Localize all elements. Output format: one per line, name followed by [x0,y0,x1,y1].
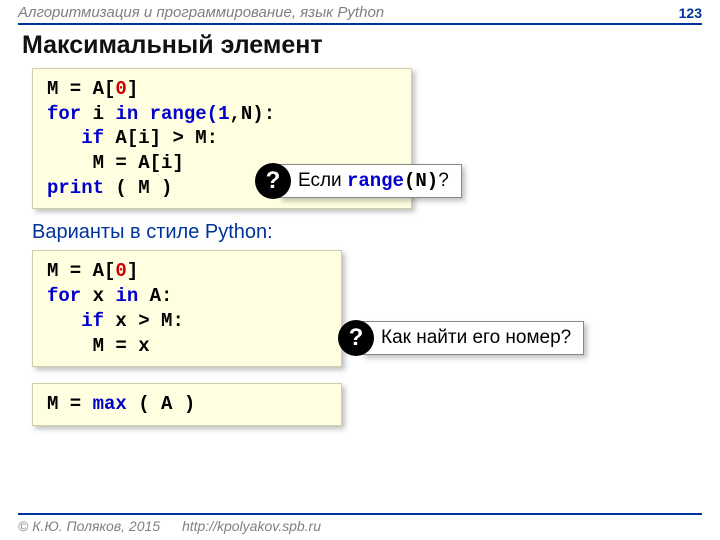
code-text: max [93,393,127,415]
code-line: for i in range(1,N): [47,102,397,127]
code-text: M = [47,393,93,415]
footer-text: © К.Ю. Поляков, 2015 http://kpolyakov.sp… [0,515,720,540]
code-text: ( A ) [127,393,195,415]
code-line: M = A[0] [47,77,397,102]
copyright: © К.Ю. Поляков, 2015 [18,518,160,534]
question-icon: ? [255,163,291,199]
slide-footer: © К.Ю. Поляков, 2015 http://kpolyakov.sp… [0,513,720,540]
callout-1: ? Если range(N)? [255,163,462,199]
code-line: M = A[0] [47,259,327,284]
course-title: Алгоритмизация и программирование, язык … [18,4,384,21]
question-icon: ? [338,320,374,356]
code-line: if x > M: [47,309,327,334]
slide-header: Алгоритмизация и программирование, язык … [0,0,720,23]
code-line: for x in A: [47,284,327,309]
callout-text: Если range(N)? [279,164,462,198]
subheading: Варианты в стиле Python: [0,209,720,244]
callout-text: Как найти его номер? [362,321,584,355]
slide-title: Максимальный элемент [0,29,720,68]
header-rule [18,23,702,25]
code-block-3: M = max ( A ) [32,383,342,426]
page-number: 123 [679,5,702,21]
callout-2: ? Как найти его номер? [338,320,584,356]
code-line: if A[i] > M: [47,126,397,151]
code-line: M = x [47,334,327,359]
footer-link[interactable]: http://kpolyakov.spb.ru [182,518,321,534]
code-block-2: M = A[0] for x in A: if x > M: M = x [32,250,342,367]
